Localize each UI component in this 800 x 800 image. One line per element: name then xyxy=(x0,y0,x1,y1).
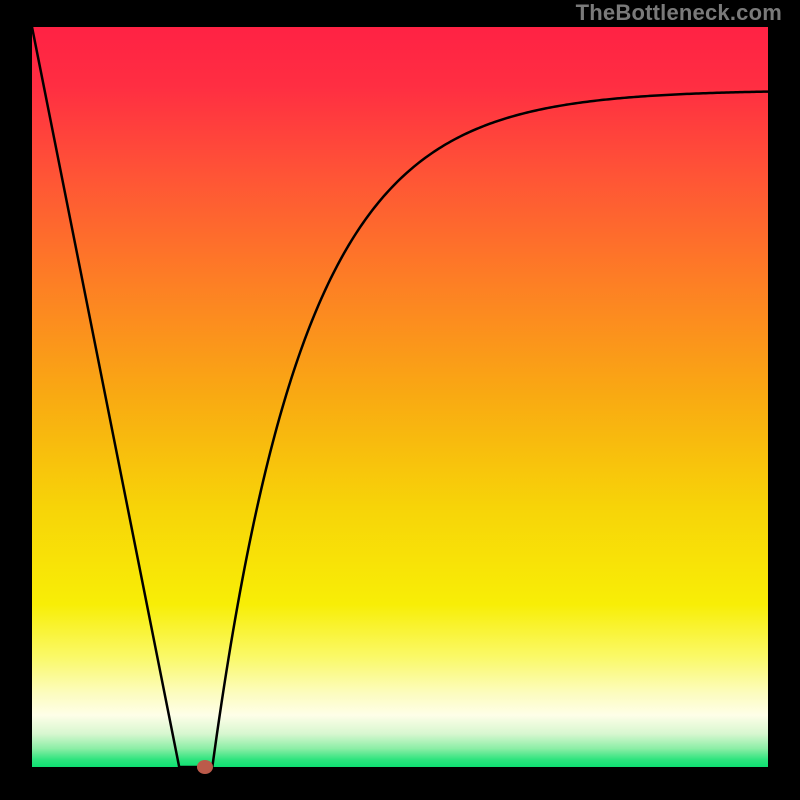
plot-background xyxy=(32,27,768,767)
watermark-text: TheBottleneck.com xyxy=(576,0,782,26)
optimum-marker xyxy=(197,760,213,774)
bottleneck-chart xyxy=(0,0,800,800)
